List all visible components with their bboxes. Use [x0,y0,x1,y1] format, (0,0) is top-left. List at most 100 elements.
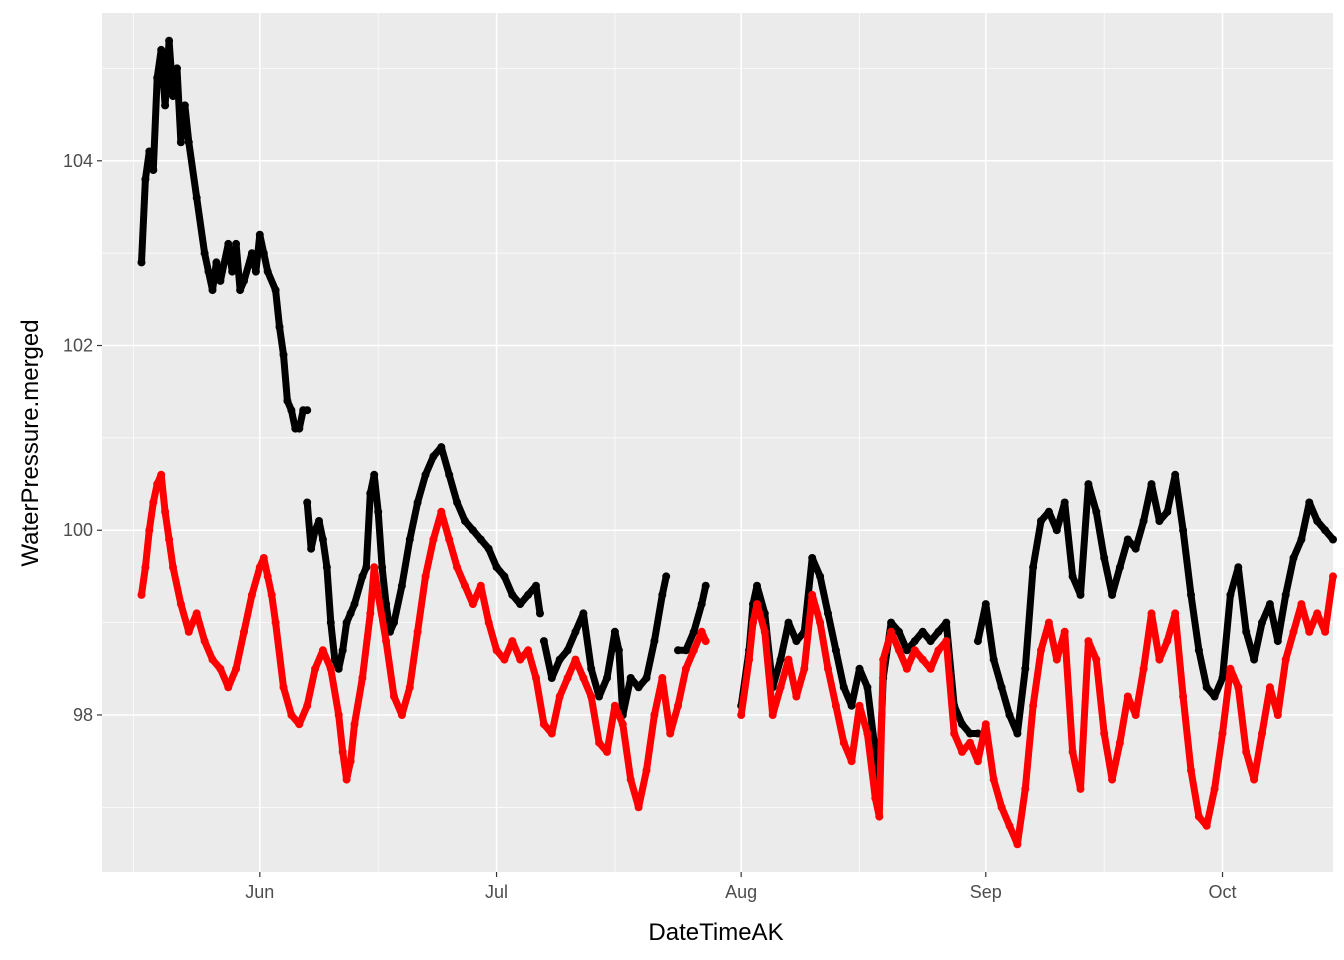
data-point [536,609,544,618]
data-point [871,794,880,803]
data-point [303,498,312,507]
data-point [934,627,943,636]
data-point [318,646,327,655]
data-point [1115,738,1124,747]
data-point [141,175,150,184]
data-point [674,701,682,710]
data-point [236,286,245,295]
data-point [334,711,343,719]
data-point [1313,517,1322,525]
data-point [855,701,864,710]
data-point [1068,747,1077,756]
data-point [697,627,706,636]
data-point [839,683,848,692]
data-point [461,581,469,590]
data-point [208,286,217,295]
data-point [184,138,193,147]
data-point [153,73,162,82]
data-point [176,138,185,147]
data-point [307,544,316,553]
data-point [831,701,840,710]
data-point [224,239,233,248]
data-point [1171,609,1180,618]
data-point [338,646,347,655]
data-point [808,554,817,562]
data-point [346,609,355,618]
data-point [216,276,225,285]
data-point [1013,840,1022,849]
data-point [918,655,927,664]
data-point [287,406,296,415]
data-point [1281,655,1290,664]
data-point [1187,590,1195,599]
data-point [658,674,667,682]
data-point [295,424,304,433]
data-point [831,646,840,655]
data-point [366,489,375,498]
data-point [666,729,675,738]
y-tick-label: 98 [73,705,93,725]
series-line-segment [974,471,1337,737]
data-point [232,664,241,673]
data-point [555,655,564,664]
data-point [1092,507,1101,516]
data-point [1258,618,1266,627]
data-point [626,674,635,682]
data-point [847,757,856,766]
data-point [200,249,209,258]
data-point [1273,711,1282,719]
data-point [346,757,355,766]
data-point [1044,507,1053,516]
data-point [847,701,856,710]
data-point [902,646,911,655]
data-point [875,812,884,821]
data-point [176,600,185,609]
data-point [279,683,288,692]
data-point [524,646,533,655]
data-point [863,683,872,692]
data-point [1013,729,1022,738]
data-point [1210,692,1219,701]
data-point [153,480,162,489]
data-point [1265,600,1274,609]
data-point [547,729,556,738]
data-point [184,627,193,636]
data-point [303,701,312,710]
data-point [958,747,967,756]
y-tick-label: 100 [63,520,93,540]
data-point [1147,609,1156,618]
data-point [334,664,343,673]
data-point [338,747,347,756]
data-point [1108,590,1117,599]
data-point [595,692,604,701]
data-point [169,563,177,572]
data-point [1100,554,1109,562]
y-tick-label: 102 [63,336,93,356]
data-point [1250,775,1259,784]
data-point [749,618,757,627]
data-point [997,803,1006,812]
data-point [1313,609,1322,618]
x-axis-title: DateTimeAK [648,919,783,946]
data-point [532,674,540,682]
data-point [539,720,548,729]
data-point [228,267,237,276]
data-point [1321,627,1330,636]
data-point [879,655,888,664]
data-point [1258,729,1266,738]
data-point [681,646,690,655]
data-point [918,627,927,636]
data-point [642,674,651,682]
data-point [1281,590,1290,599]
data-point [1179,692,1188,701]
data-point [476,581,485,590]
data-point [1305,627,1314,636]
data-point [1108,775,1117,784]
data-point [251,267,260,276]
data-point [997,683,1006,692]
data-point [571,655,580,664]
data-point [776,683,785,692]
data-point [532,581,540,590]
data-point [1076,784,1085,793]
data-point [137,258,146,267]
